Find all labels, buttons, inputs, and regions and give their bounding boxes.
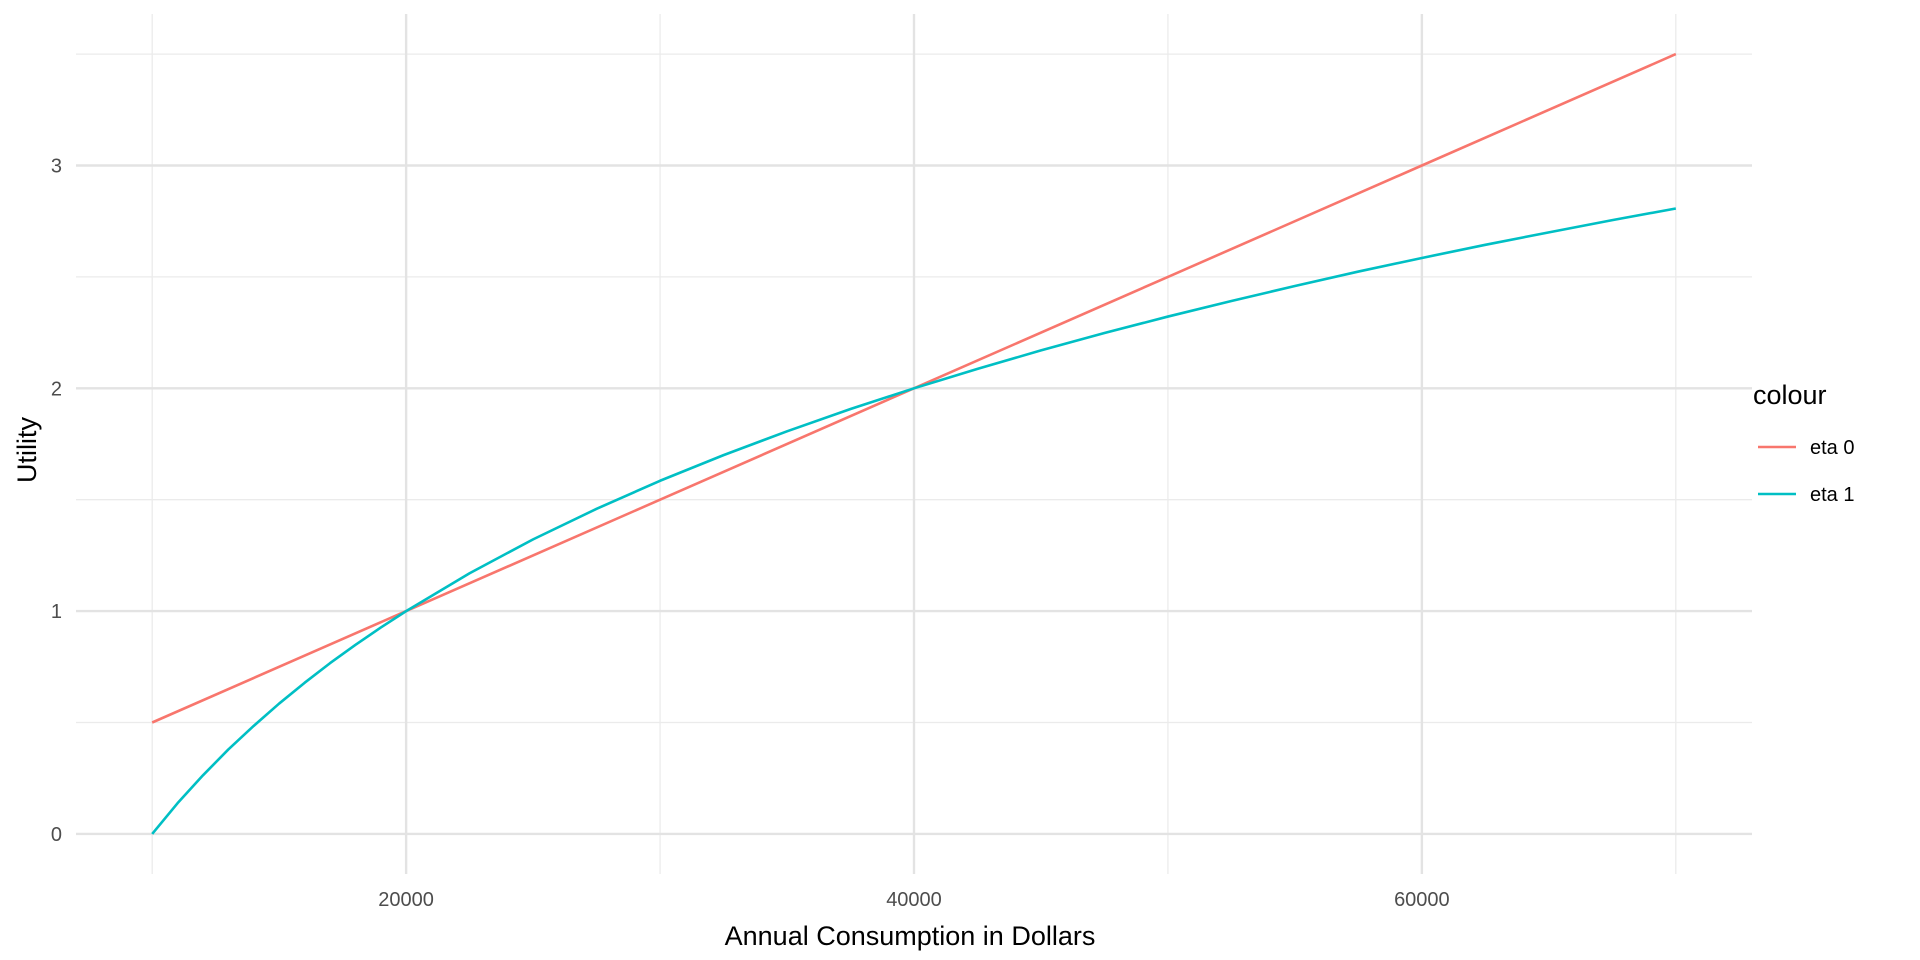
legend-entry-label: eta 0: [1810, 437, 1854, 459]
x-tick-label: 40000: [886, 889, 942, 911]
series-lines: [151, 52, 1677, 835]
y-tick-label: 2: [51, 378, 62, 400]
x-tick-label: 20000: [378, 889, 434, 911]
x-axis-title: Annual Consumption in Dollars: [725, 921, 1096, 951]
major-gridlines: [76, 14, 1752, 874]
legend-entries: eta 0 eta 1: [1758, 437, 1854, 506]
x-axis-tick-labels: 20000 40000 60000: [378, 889, 1449, 911]
y-tick-label: 0: [51, 824, 62, 846]
y-axis-title: Utility: [12, 417, 42, 483]
y-tick-label: 1: [51, 601, 62, 623]
y-axis-tick-labels: 0 1 2 3: [51, 156, 62, 846]
x-tick-label: 60000: [1394, 889, 1450, 911]
y-tick-label: 3: [51, 156, 62, 178]
series-line-eta-1: [151, 207, 1677, 835]
legend: colour eta 0 eta 1: [1753, 380, 1854, 506]
legend-entry-label: eta 1: [1810, 484, 1854, 506]
legend-title: colour: [1753, 380, 1827, 410]
